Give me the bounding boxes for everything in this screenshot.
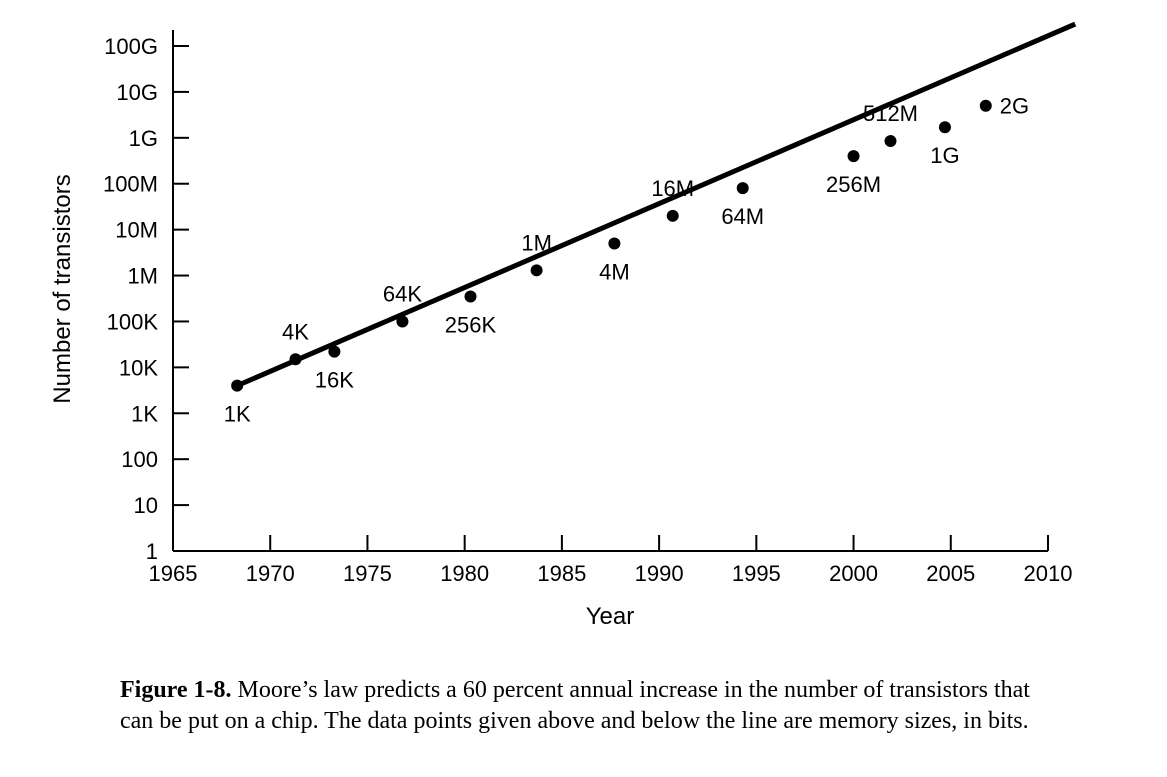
data-point bbox=[608, 237, 621, 250]
caption-text: Moore’s law predicts a 60 percent annual… bbox=[120, 677, 1030, 734]
x-tick-label: 1985 bbox=[537, 561, 586, 586]
data-label: 64M bbox=[721, 204, 764, 229]
x-tick-label: 1980 bbox=[440, 561, 489, 586]
x-tick-label: 2000 bbox=[829, 561, 878, 586]
y-tick-label: 100 bbox=[121, 447, 158, 472]
data-point bbox=[666, 209, 679, 222]
y-tick-label: 1G bbox=[129, 126, 158, 151]
data-point bbox=[736, 182, 749, 195]
data-label: 1G bbox=[930, 143, 959, 168]
x-tick-label: 1990 bbox=[635, 561, 684, 586]
data-point bbox=[464, 290, 477, 303]
data-label: 256M bbox=[826, 172, 881, 197]
y-tick-label: 100M bbox=[103, 172, 158, 197]
data-label: 4K bbox=[282, 319, 309, 344]
x-tick-label: 1995 bbox=[732, 561, 781, 586]
x-axis-label: Year bbox=[586, 603, 635, 630]
x-tick-label: 1965 bbox=[149, 561, 198, 586]
y-tick-label: 100K bbox=[107, 309, 159, 334]
x-tick-label: 1970 bbox=[246, 561, 295, 586]
data-label: 4M bbox=[599, 259, 630, 284]
data-point bbox=[396, 315, 409, 328]
y-axis-label: Number of transistors bbox=[49, 174, 76, 403]
caption-figure-label: Figure 1-8. bbox=[120, 677, 232, 703]
data-point bbox=[530, 264, 543, 277]
data-label: 64K bbox=[383, 281, 422, 306]
y-tick-label: 1K bbox=[131, 401, 158, 426]
y-tick-label: 100G bbox=[104, 34, 158, 59]
x-tick-label: 2005 bbox=[926, 561, 975, 586]
data-point bbox=[979, 99, 992, 112]
y-tick-label: 10K bbox=[119, 355, 158, 380]
x-tick-label: 2010 bbox=[1024, 561, 1073, 586]
trend-line bbox=[236, 21, 1077, 388]
y-tick-label: 1 bbox=[146, 539, 158, 564]
y-tick-label: 10 bbox=[134, 493, 158, 518]
data-label: 1M bbox=[521, 230, 552, 255]
data-point bbox=[231, 379, 244, 392]
data-label: 256K bbox=[445, 312, 497, 337]
y-tick-label: 10M bbox=[115, 218, 158, 243]
trend-line-group bbox=[236, 21, 1077, 388]
data-point bbox=[847, 150, 860, 163]
data-point bbox=[328, 345, 341, 358]
data-point bbox=[289, 353, 302, 366]
y-tick-label: 1M bbox=[127, 264, 158, 289]
data-label: 1K bbox=[224, 402, 251, 427]
data-label: 16M bbox=[651, 176, 694, 201]
data-label: 2G bbox=[1000, 94, 1029, 119]
x-tick-label: 1975 bbox=[343, 561, 392, 586]
y-tick-label: 10G bbox=[116, 80, 158, 105]
data-point bbox=[938, 121, 951, 134]
figure-caption: Figure 1-8. Moore’s law predicts a 60 pe… bbox=[120, 675, 1060, 737]
data-point bbox=[884, 135, 897, 148]
data-label: 512M bbox=[863, 101, 918, 126]
data-label: 16K bbox=[315, 368, 354, 393]
